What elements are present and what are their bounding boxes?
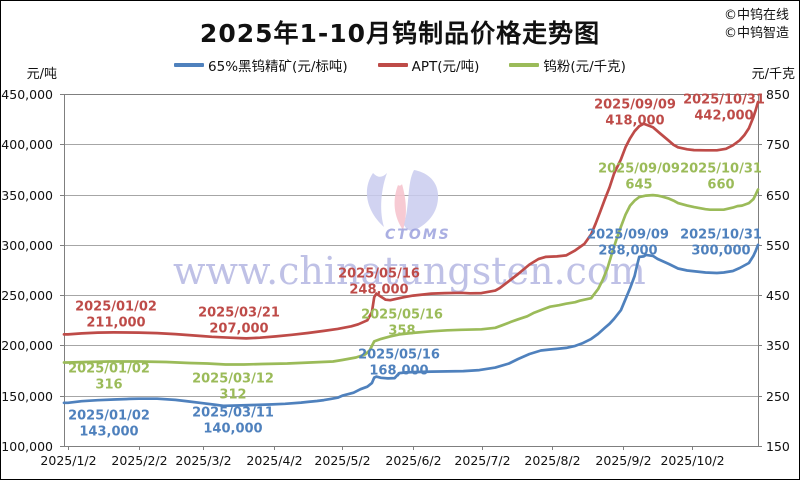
annotation-wolframite-3: 2025/05/16 168,000 bbox=[358, 348, 440, 379]
x-tick-label-2025/5/2: 2025/5/2 bbox=[314, 453, 371, 468]
annotation-wolframite-5: 2025/10/31 300,000 bbox=[680, 228, 762, 259]
x-tick-label-2025/8/2: 2025/8/2 bbox=[524, 453, 581, 468]
annotation-date: 2025/09/09 bbox=[594, 97, 676, 113]
annotation-value: 358 bbox=[388, 323, 416, 338]
annotation-tungsten-powder-2: 2025/03/12 312 bbox=[192, 372, 274, 403]
series-line-wolframite bbox=[62, 243, 760, 408]
x-tick-label-2025/3/2: 2025/3/2 bbox=[175, 453, 232, 468]
annotation-apt-1: 2025/01/02 211,000 bbox=[75, 300, 157, 331]
annotation-apt-3: 2025/05/16 248,000 bbox=[338, 267, 420, 298]
y-left-tick-label-300000: 300,000 bbox=[1, 237, 53, 253]
annotation-value: 660 bbox=[707, 177, 735, 192]
annotation-date: 2025/10/31 bbox=[680, 227, 762, 243]
y-right-tick-label-150: 150 bbox=[766, 438, 790, 454]
x-tick-label-2025/7/2: 2025/7/2 bbox=[454, 453, 511, 468]
x-tick-label-2025/2/2: 2025/2/2 bbox=[111, 453, 168, 468]
annotation-date: 2025/03/21 bbox=[198, 305, 280, 321]
x-tick-label-2025/10/2: 2025/10/2 bbox=[660, 453, 725, 468]
annotation-apt-4: 2025/09/09 418,000 bbox=[594, 98, 676, 129]
credits: ©中钨在线 ©中钨智造 bbox=[724, 7, 789, 43]
series-line-tungsten-powder bbox=[62, 188, 760, 366]
annotation-date: 2025/03/11 bbox=[192, 405, 274, 421]
annotation-date: 2025/01/02 bbox=[68, 361, 150, 377]
x-tick-label-2025/6/2: 2025/6/2 bbox=[385, 453, 442, 468]
annotation-date: 2025/03/12 bbox=[192, 371, 274, 387]
annotation-apt-5: 2025/10/31 442,000 bbox=[683, 93, 765, 124]
ctoms-logo-icon bbox=[366, 170, 439, 231]
legend-item-apt: APT(元/吨) bbox=[377, 55, 480, 75]
annotation-tungsten-powder-3: 2025/05/16 358 bbox=[361, 308, 443, 339]
credit-line-1: ©中钨在线 bbox=[723, 8, 789, 23]
legend-item-wolframite: 65%黑钨精矿(元/标吨) bbox=[174, 55, 348, 75]
y-right-tick-label-550: 550 bbox=[766, 237, 790, 253]
annotation-wolframite-2: 2025/03/11 140,000 bbox=[192, 406, 274, 437]
annotation-date: 2025/05/16 bbox=[358, 347, 440, 363]
legend-swatch-apt bbox=[377, 63, 408, 67]
annotation-value: 316 bbox=[95, 377, 123, 392]
annotation-value: 248,000 bbox=[349, 282, 409, 297]
annotation-value: 312 bbox=[219, 387, 247, 402]
page-title: 2025年1-10月钨制品价格走势图 bbox=[199, 19, 601, 48]
annotation-value: 143,000 bbox=[79, 424, 139, 439]
legend-label-wolframite: 65%黑钨精矿(元/标吨) bbox=[208, 59, 348, 75]
annotation-date: 2025/10/31 bbox=[683, 92, 765, 108]
ctoms-logo-label: CTOMS bbox=[385, 227, 451, 243]
y-right-tick-label-750: 750 bbox=[766, 136, 790, 152]
annotation-wolframite-4: 2025/09/09 288,000 bbox=[587, 228, 669, 259]
annotation-date: 2025/09/09 bbox=[598, 161, 680, 177]
credit-line-2: ©中钨智造 bbox=[723, 26, 789, 41]
x-tick-label-2025/9/2: 2025/9/2 bbox=[595, 453, 652, 468]
annotation-wolframite-1: 2025/01/02 143,000 bbox=[68, 409, 150, 440]
annotation-apt-2: 2025/03/21 207,000 bbox=[198, 306, 280, 337]
legend-label-tungsten-powder: 钨粉(元/千克) bbox=[543, 59, 626, 75]
y-left-tick-label-100000: 100,000 bbox=[1, 438, 53, 454]
legend: 65%黑钨精矿(元/标吨) APT(元/吨) 钨粉(元/千克) bbox=[1, 55, 799, 75]
annotation-value: 645 bbox=[625, 177, 653, 192]
annotation-value: 288,000 bbox=[598, 243, 658, 258]
legend-swatch-wolframite bbox=[174, 63, 205, 67]
y-left-tick-label-200000: 200,000 bbox=[1, 337, 53, 353]
y-right-tick-label-250: 250 bbox=[766, 388, 790, 404]
annotation-value: 442,000 bbox=[694, 108, 754, 123]
annotation-value: 211,000 bbox=[86, 315, 146, 330]
annotation-date: 2025/01/02 bbox=[75, 299, 157, 315]
annotation-date: 2025/09/09 bbox=[587, 227, 669, 243]
legend-item-tungsten-powder: 钨粉(元/千克) bbox=[509, 55, 626, 75]
annotation-tungsten-powder-1: 2025/01/02 316 bbox=[68, 362, 150, 393]
annotation-date: 2025/10/31 bbox=[680, 161, 762, 177]
series-line-apt bbox=[62, 100, 760, 340]
y-left-tick-label-350000: 350,000 bbox=[1, 187, 53, 203]
y-right-tick-label-450: 450 bbox=[766, 287, 790, 303]
annotation-tungsten-powder-5: 2025/10/31 660 bbox=[680, 162, 762, 193]
left-axis-unit: 元/吨 bbox=[26, 67, 57, 82]
annotation-date: 2025/05/16 bbox=[338, 266, 420, 282]
annotation-date: 2025/05/16 bbox=[361, 307, 443, 323]
y-right-tick-label-850: 850 bbox=[766, 86, 790, 102]
annotation-value: 207,000 bbox=[209, 321, 269, 336]
legend-label-apt: APT(元/吨) bbox=[411, 59, 480, 75]
annotation-value: 418,000 bbox=[605, 113, 665, 128]
x-tick-label-2025/4/2: 2025/4/2 bbox=[246, 453, 303, 468]
y-left-tick-label-450000: 450,000 bbox=[1, 86, 53, 102]
annotation-value: 168,000 bbox=[369, 363, 429, 378]
y-left-tick-label-150000: 150,000 bbox=[1, 388, 53, 404]
y-left-tick-label-400000: 400,000 bbox=[1, 136, 53, 152]
legend-swatch-tungsten-powder bbox=[509, 63, 540, 67]
y-right-tick-label-350: 350 bbox=[766, 337, 790, 353]
x-tick-label-2025/1/2: 2025/1/2 bbox=[40, 453, 97, 468]
y-left-tick-label-250000: 250,000 bbox=[1, 287, 53, 303]
annotation-value: 140,000 bbox=[203, 421, 263, 436]
annotation-date: 2025/01/02 bbox=[68, 408, 150, 424]
annotation-value: 300,000 bbox=[691, 243, 751, 258]
right-axis-unit: 元/千克 bbox=[751, 67, 795, 82]
y-right-tick-label-650: 650 bbox=[766, 187, 790, 203]
annotation-tungsten-powder-4: 2025/09/09 645 bbox=[598, 162, 680, 193]
